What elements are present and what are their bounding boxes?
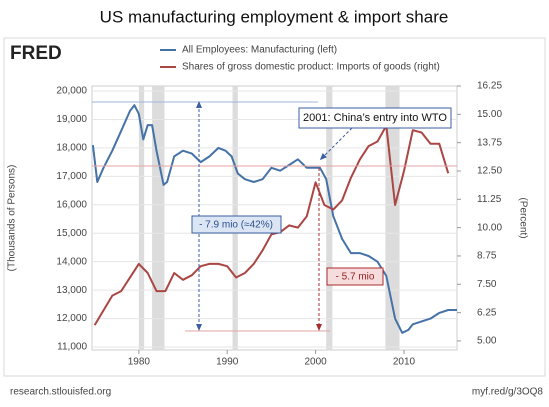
y2-tick-label: 10.00 xyxy=(477,222,502,233)
y-tick-label: 14,000 xyxy=(56,256,87,267)
recession-band xyxy=(326,86,333,350)
legend-label: All Employees: Manufacturing (left) xyxy=(182,45,337,56)
y-axis-label: (Thousands of Persons) xyxy=(7,165,18,272)
x-tick-label: 1980 xyxy=(128,357,151,368)
x-tick-label: 2010 xyxy=(393,357,416,368)
series-line xyxy=(91,104,457,334)
y2-tick-label: 12.50 xyxy=(477,166,502,177)
y2-tick-label: 7.50 xyxy=(477,279,497,290)
y2-tick-label: 16.25 xyxy=(477,81,502,92)
y2-tick-label: 13.75 xyxy=(477,137,502,148)
logo: FRED xyxy=(10,43,62,64)
y-tick-label: 11,000 xyxy=(57,342,87,353)
y2-tick-label: 6.25 xyxy=(477,307,497,318)
legend-label: Shares of gross domestic product: Import… xyxy=(182,62,440,73)
x-tick-label: 2000 xyxy=(304,357,327,368)
y2-tick-label: 15.00 xyxy=(477,109,502,120)
annotation-box xyxy=(191,215,282,234)
annotation-box xyxy=(326,267,384,286)
y-tick-label: 19,000 xyxy=(56,114,87,125)
y-tick-label: 20,000 xyxy=(56,86,87,97)
y2-tick-label: 11.25 xyxy=(477,194,502,205)
y2-tick-label: 8.75 xyxy=(477,251,497,262)
y-tick-label: 17,000 xyxy=(56,171,87,182)
x-tick-label: 1990 xyxy=(216,357,239,368)
y2-tick-label: 5.00 xyxy=(477,336,497,347)
annotation-box xyxy=(298,107,452,129)
recession-band xyxy=(138,86,145,350)
link: myf.red/g/3OQ8 xyxy=(472,387,544,398)
chart-title: US manufacturing employment & import sha… xyxy=(100,7,449,26)
y-tick-label: 18,000 xyxy=(56,143,87,154)
y2-axis-label: (Percent) xyxy=(517,197,528,238)
recession-band xyxy=(152,86,165,350)
annotation: 2001: China’s entry into WTO xyxy=(303,112,447,124)
source: research.stlouisfed.org xyxy=(10,387,111,398)
annotation: - 5.7 mio xyxy=(336,272,375,283)
arrow xyxy=(319,127,353,161)
y-tick-label: 13,000 xyxy=(56,285,87,296)
y-tick-label: 15,000 xyxy=(56,228,87,239)
annotation: - 7.9 mio (≈42%) xyxy=(199,220,273,231)
y-tick-label: 16,000 xyxy=(56,199,87,210)
panel xyxy=(3,37,546,377)
y-tick-label: 12,000 xyxy=(56,313,87,324)
